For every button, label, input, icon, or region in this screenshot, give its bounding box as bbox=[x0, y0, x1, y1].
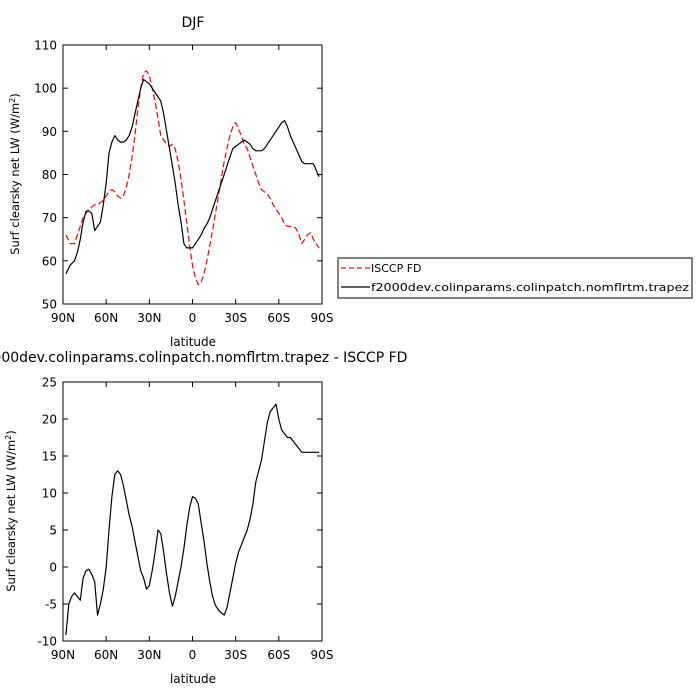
bottom-x-tick-label: 90S bbox=[311, 648, 334, 662]
bottom-y-tick-label: 5 bbox=[49, 524, 57, 538]
top-y-tick-label: 100 bbox=[34, 82, 57, 96]
top-plot-frame bbox=[62, 44, 323, 305]
top-plot-area: 90N 60N 30N 0 30S 60S 90S 50 60 70 80 90 100 110 bbox=[34, 39, 333, 326]
bottom-x-tick-label: 90N bbox=[51, 648, 75, 662]
bottom-plot-area: 90N 60N 30N 0 30S 60S 90S -10 -5 0 5 10 15 20 25 bbox=[37, 376, 333, 663]
top-y-tick-label: 80 bbox=[42, 168, 57, 182]
bottom-y-tick-label: -5 bbox=[45, 598, 57, 612]
legend-label-model: f2000dev.colinparams.colinpatch.nomflrtm… bbox=[371, 281, 689, 294]
bottom-x-tick-label: 60N bbox=[94, 648, 118, 662]
top-y-tick-label: 70 bbox=[42, 211, 57, 225]
top-y-tick-label: 110 bbox=[34, 39, 57, 53]
legend-label-isccp: ISCCP FD bbox=[371, 262, 422, 275]
top-x-tick-label: 60S bbox=[267, 311, 290, 325]
bottom-y-tick-label: -10 bbox=[37, 635, 57, 649]
bottom-x-tick-label: 0 bbox=[189, 648, 197, 662]
bottom-y-tick-label: 10 bbox=[42, 487, 57, 501]
bottom-x-tick-label: 30S bbox=[224, 648, 247, 662]
top-chart-title: DJF bbox=[182, 15, 205, 31]
top-x-tick-label: 90N bbox=[51, 311, 75, 325]
top-x-tick-label: 30N bbox=[137, 311, 161, 325]
bottom-chart-panel: f2000dev.colinparams.colinpatch.nomflrtm… bbox=[0, 350, 407, 686]
bottom-x-tick-label: 30N bbox=[137, 648, 161, 662]
bottom-x-axis-label: latitude bbox=[170, 672, 216, 686]
top-series-line-0 bbox=[65, 70, 320, 286]
top-x-tick-label: 90S bbox=[311, 311, 334, 325]
top-x-tick-label: 60N bbox=[94, 311, 118, 325]
top-y-tick-label: 50 bbox=[42, 298, 57, 312]
bottom-chart-title: f2000dev.colinparams.colinpatch.nomflrtm… bbox=[0, 350, 407, 366]
top-chart-legend: ISCCP FD f2000dev.colinparams.colinpatch… bbox=[337, 257, 693, 299]
top-chart-panel: DJF 90N 60N 30N 0 30S 60S 90S5060708090100110 … bbox=[8, 15, 693, 349]
top-x-tick-label: 30S bbox=[224, 311, 247, 325]
top-y-axis-label: Surf clearsky net LW (W/m2) bbox=[8, 93, 22, 255]
bottom-y-tick-label: 15 bbox=[42, 450, 57, 464]
top-series-line-1 bbox=[65, 78, 320, 275]
bottom-series-line-0 bbox=[65, 403, 320, 636]
top-x-tick-label: 0 bbox=[189, 311, 197, 325]
top-y-tick-label: 60 bbox=[42, 254, 57, 268]
bottom-y-axis-label: Surf clearsky net LW (W/m2) bbox=[4, 430, 18, 592]
bottom-y-tick-label: 25 bbox=[42, 376, 57, 390]
bottom-x-tick-label: 60S bbox=[267, 648, 290, 662]
top-y-tick-label: 90 bbox=[42, 125, 57, 139]
bottom-plot-frame bbox=[62, 381, 323, 642]
legend-box bbox=[337, 257, 693, 299]
bottom-y-tick-label: 20 bbox=[42, 413, 57, 427]
bottom-y-tick-label: 0 bbox=[49, 561, 57, 575]
top-x-axis-label: latitude bbox=[170, 335, 216, 349]
